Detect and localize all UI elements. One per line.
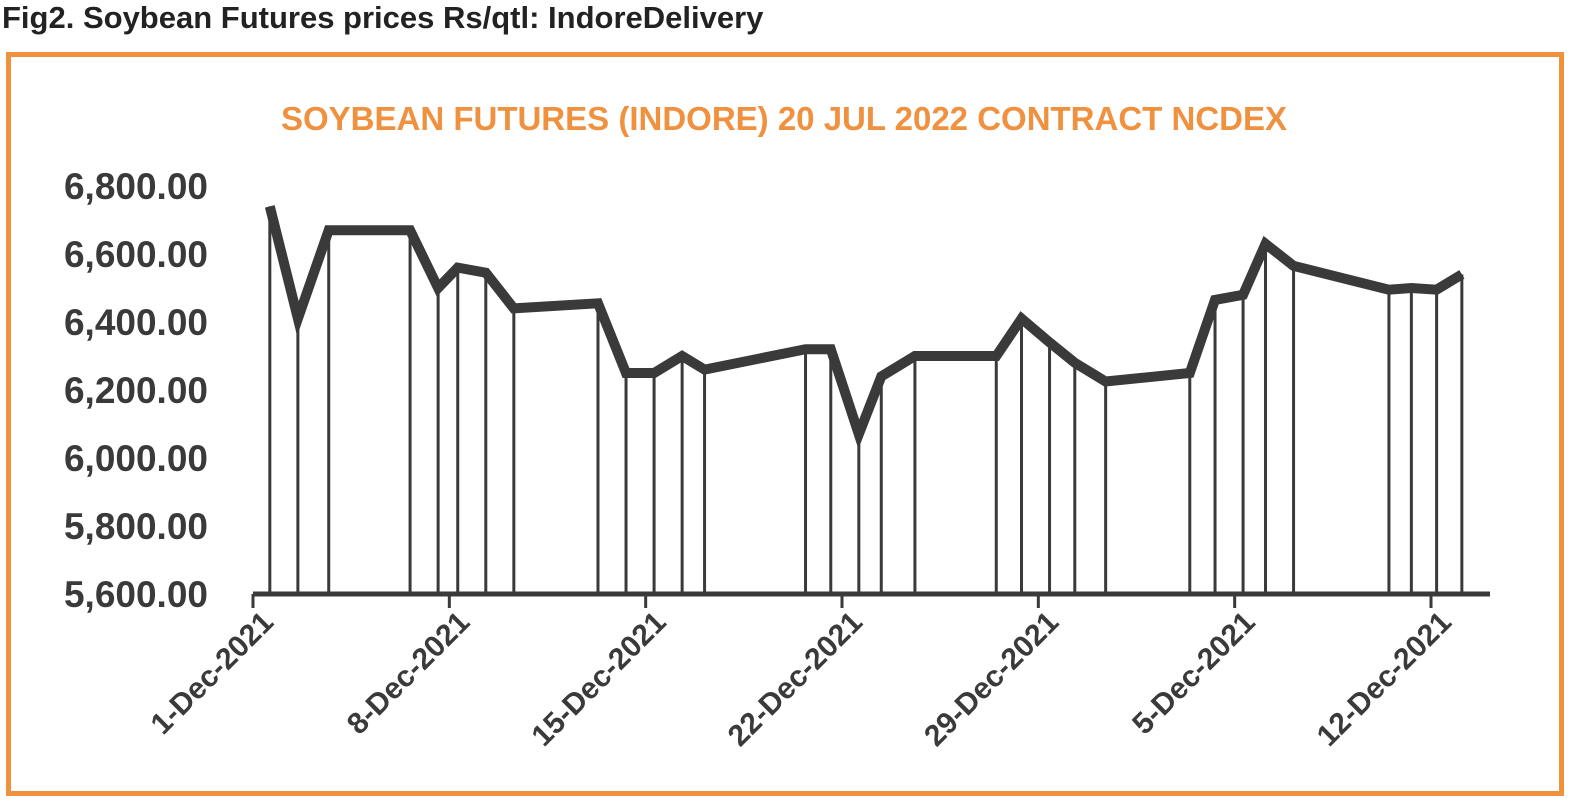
x-tick-label: 12-Dec-2021 <box>1311 606 1458 753</box>
y-tick-label: 6,200.00 <box>64 370 208 411</box>
drop-lines <box>268 206 1464 594</box>
y-tick-label: 5,800.00 <box>64 506 208 547</box>
x-tick-label: 22-Dec-2021 <box>722 606 869 753</box>
y-tick-label: 6,000.00 <box>64 438 208 479</box>
figure-caption: Fig2. Soybean Futures prices Rs/qtl: Ind… <box>2 0 764 35</box>
y-tick-label: 6,400.00 <box>64 302 208 343</box>
y-axis-tick-labels: 5,600.00 5,800.00 6,000.00 6,200.00 6,400.00… <box>64 166 208 615</box>
x-axis-tick-labels: 1-Dec-2021 8-Dec-2021 15-Dec-2021 22-Dec-20… <box>145 606 1458 753</box>
x-tick-label: 1-Dec-2021 <box>145 606 280 741</box>
series-line <box>264 205 1465 449</box>
x-tick-label: 8-Dec-2021 <box>341 606 476 741</box>
y-tick-label: 6,600.00 <box>64 234 208 275</box>
axes <box>251 591 1490 608</box>
chart-frame <box>6 52 1564 796</box>
y-tick-label: 6,800.00 <box>64 166 208 207</box>
x-tick-label: 15-Dec-2021 <box>525 606 672 753</box>
series-lines <box>264 205 1465 449</box>
x-tick-label: 5-Dec-2021 <box>1126 606 1261 741</box>
y-tick-label: 5,600.00 <box>64 574 208 615</box>
x-tick-label: 29-Dec-2021 <box>918 606 1065 753</box>
chart-title: SOYBEAN FUTURES (INDORE) 20 JUL 2022 CON… <box>281 100 1287 137</box>
